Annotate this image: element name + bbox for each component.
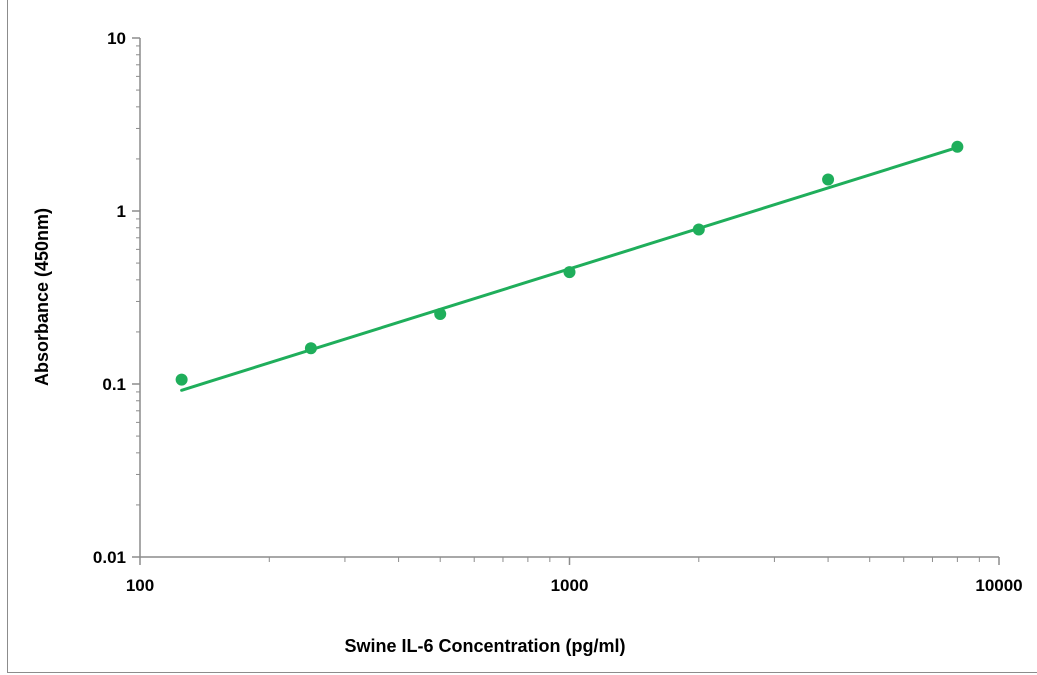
data-point	[304, 342, 317, 355]
y-tick-label: 1	[117, 202, 126, 221]
data-points	[175, 140, 964, 386]
data-point	[822, 173, 835, 186]
y-tick-label: 0.01	[93, 548, 126, 567]
data-point	[434, 307, 447, 320]
x-tick-label: 10000	[975, 576, 1022, 595]
data-point	[175, 373, 188, 386]
data-point	[951, 140, 964, 153]
axes	[132, 37, 1000, 565]
data-point	[563, 266, 576, 279]
x-tick-label: 100	[126, 576, 154, 595]
data-point	[692, 223, 705, 236]
y-tick-label: 0.1	[102, 375, 126, 394]
chart-frame	[7, 0, 1037, 673]
x-axis-title: Swine IL-6 Concentration (pg/ml)	[344, 636, 625, 656]
tick-labels: 0.01 0.1 1 10 100 1000 10000	[93, 29, 1023, 595]
y-axis-title: Absorbance (450nm)	[32, 208, 52, 386]
x-tick-label: 1000	[551, 576, 589, 595]
y-tick-label: 10	[107, 29, 126, 48]
